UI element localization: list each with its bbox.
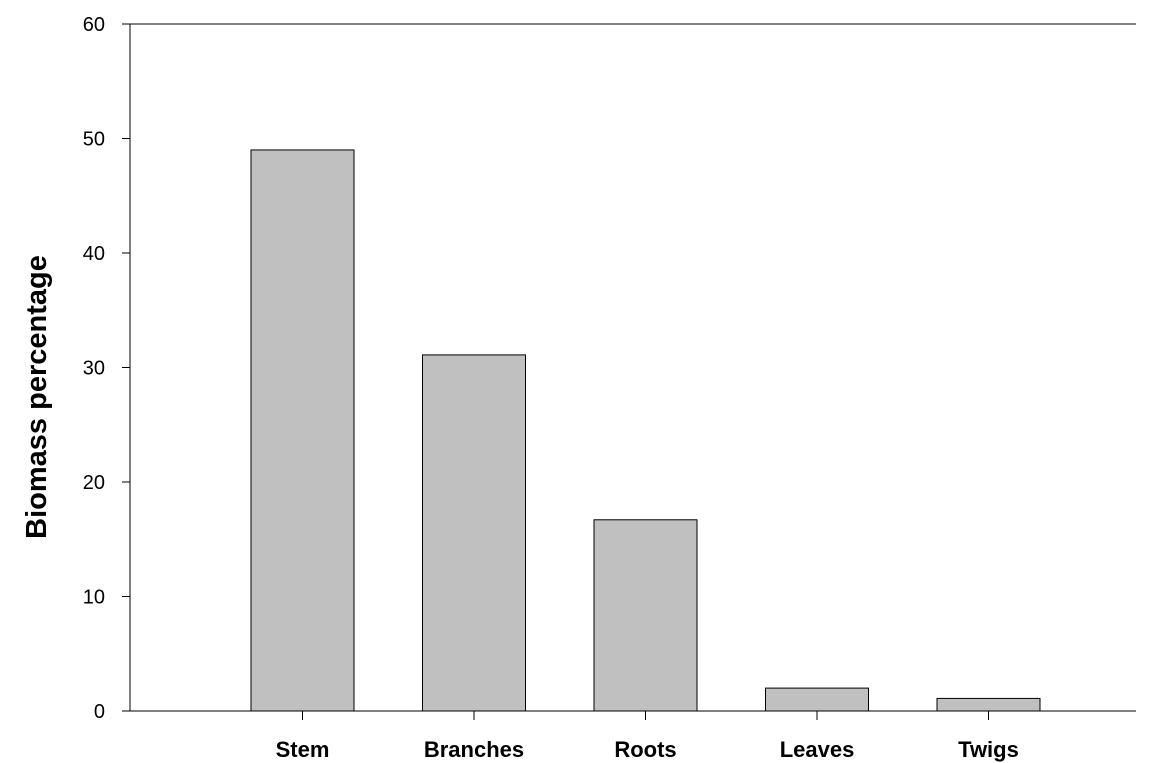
y-tick-label: 40 — [83, 243, 105, 265]
bar-twigs — [936, 697, 1041, 712]
x-tick-label-twigs: Twigs — [958, 737, 1019, 762]
x-tick-label-leaves: Leaves — [780, 737, 855, 762]
x-tick-label-branches: Branches — [424, 737, 524, 762]
y-tick-label: 10 — [83, 587, 105, 609]
bar-branches — [422, 354, 526, 712]
bar-roots — [593, 519, 698, 712]
bar-leaves — [765, 687, 869, 712]
y-axis-ticks: 0 10 20 30 40 50 60 — [83, 14, 130, 723]
y-tick-label: 30 — [83, 358, 105, 380]
y-tick-label: 60 — [83, 14, 105, 36]
y-axis-title: Biomass percentage — [21, 255, 53, 539]
x-tick-label-stem: Stem — [276, 737, 330, 762]
x-tick-label-roots: Roots — [614, 737, 676, 762]
y-tick-label: 0 — [94, 701, 105, 723]
y-tick-label: 20 — [83, 472, 105, 494]
x-axis-ticks: Stem Branches Roots Leaves Twigs — [276, 711, 1019, 762]
bar-stem — [250, 149, 355, 712]
y-tick-label: 50 — [83, 129, 105, 151]
bars-group — [250, 149, 1041, 712]
